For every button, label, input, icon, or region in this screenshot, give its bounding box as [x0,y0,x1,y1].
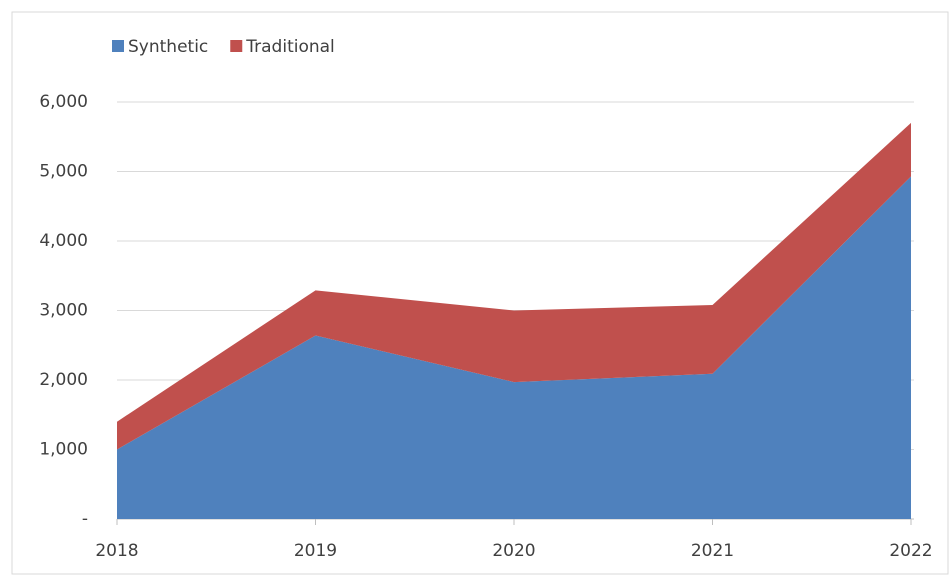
x-tick-label: 2020 [492,541,535,561]
area [117,176,911,520]
legend-label: Traditional [245,37,335,57]
y-tick-label: 3,000 [39,301,88,321]
x-tick-label: 2019 [294,541,337,561]
x-tick-label: 2021 [691,541,734,561]
legend-label: Synthetic [128,37,208,57]
y-tick-label: 4,000 [39,231,88,251]
x-tick-label: 2022 [889,541,932,561]
y-tick-label: 2,000 [39,370,88,390]
y-tick-label: 5,000 [39,162,88,182]
y-tick-label: - [82,509,88,529]
area [117,122,911,450]
x-tick-label: 2018 [95,541,138,561]
legend-swatch [112,40,124,52]
legend-swatch [230,40,243,52]
y-tick-label: 6,000 [39,92,88,112]
y-tick-label: 1,000 [39,440,88,460]
